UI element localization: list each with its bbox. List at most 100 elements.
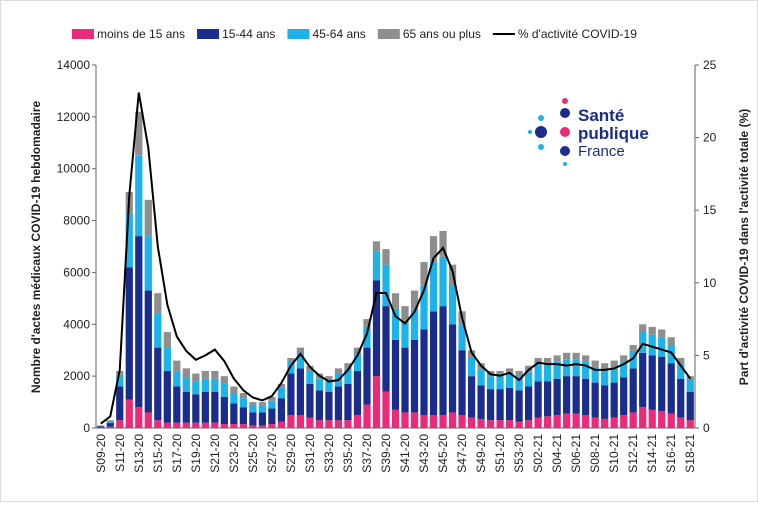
bar-segment	[468, 358, 475, 376]
x-tick-label: S31-20	[303, 434, 317, 473]
bar-segment	[192, 394, 199, 423]
bar-segment	[145, 236, 152, 290]
bar-segment	[458, 350, 465, 415]
bar-segment	[354, 415, 361, 428]
bar-segment	[496, 376, 503, 389]
bar-segment	[392, 340, 399, 410]
bar-segment	[230, 424, 237, 428]
bar-segment	[620, 415, 627, 428]
x-tick-label: S10-21	[607, 434, 621, 473]
x-tick-label: S09-20	[94, 434, 108, 473]
bar-segment	[592, 418, 599, 428]
bar-segment	[563, 376, 570, 414]
bar-segment	[173, 361, 180, 371]
bar-segment	[230, 387, 237, 393]
x-tick-label: S27-20	[265, 434, 279, 473]
bar-segment	[687, 380, 694, 392]
bar-segment	[639, 324, 646, 332]
legend-label: moins de 15 ans	[97, 27, 185, 41]
bar-segment	[477, 385, 484, 419]
bar-segment	[344, 384, 351, 420]
bar-segment	[306, 384, 313, 418]
bar-segment	[268, 401, 275, 409]
bar-segment	[544, 381, 551, 416]
bar-segment	[592, 383, 599, 418]
y-tick-label: 12000	[57, 110, 91, 124]
bar-segment	[544, 364, 551, 381]
bar-segment	[335, 387, 342, 421]
bar-segment	[325, 392, 332, 421]
x-tick-label: S02-21	[531, 434, 545, 473]
bar-segment	[506, 420, 513, 428]
x-tick-label: S16-21	[664, 434, 678, 473]
y-tick-label: 10000	[57, 162, 91, 176]
y-tick-label: 14000	[57, 58, 91, 72]
bar-segment	[573, 353, 580, 359]
bar-segment	[573, 414, 580, 428]
bar-segment	[154, 348, 161, 421]
x-tick-label: S12-21	[626, 434, 640, 473]
bar-segment	[230, 393, 237, 403]
bar-segment	[268, 424, 275, 428]
bar-segment	[401, 412, 408, 428]
bar-segment	[658, 337, 665, 356]
bar-segment	[649, 355, 656, 409]
bar-segment	[335, 420, 342, 428]
bar-segment	[373, 376, 380, 428]
bar-segment	[592, 361, 599, 367]
bar-segment	[363, 405, 370, 428]
bar-segment	[420, 415, 427, 428]
bar-segment	[611, 383, 618, 418]
bar-segment	[211, 371, 218, 379]
x-tick-label: S06-21	[569, 434, 583, 473]
bar-segment	[116, 420, 123, 428]
bar-segment	[211, 392, 218, 423]
bar-segment	[259, 406, 266, 412]
bar-segment	[649, 327, 656, 335]
bar-segment	[164, 423, 171, 428]
bar-segment	[677, 379, 684, 418]
bar-segment	[164, 371, 171, 423]
bar-segment	[240, 393, 247, 398]
legend-label: 15-44 ans	[222, 27, 275, 41]
bar-segment	[173, 423, 180, 428]
bar-segment	[363, 348, 370, 405]
bar-segment	[173, 387, 180, 423]
bar-segment	[506, 388, 513, 420]
bar-segment	[582, 415, 589, 428]
y2-tick-label: 0	[703, 421, 710, 435]
bar-segment	[135, 236, 142, 407]
bar-segment	[126, 267, 133, 399]
legend-label: 45-64 ans	[312, 27, 365, 41]
bar-segment	[240, 398, 247, 407]
bar-segment	[620, 377, 627, 415]
bar-segment	[192, 423, 199, 428]
y-tick-label: 8000	[63, 214, 90, 228]
y2-axis-title: Part d'activité COVID-19 dans l'activité…	[737, 109, 751, 385]
y2-tick-label: 15	[703, 203, 717, 217]
bar-segment	[392, 309, 399, 340]
legend-swatch	[378, 29, 400, 39]
bar-segment	[316, 390, 323, 420]
bar-segment	[573, 376, 580, 414]
bar-segment	[515, 422, 522, 428]
bar-segment	[135, 407, 142, 428]
bar-segment	[230, 403, 237, 424]
bar-segment	[221, 384, 228, 397]
x-tick-label: S21-20	[208, 434, 222, 473]
x-tick-label: S25-20	[246, 434, 260, 473]
bar-segment	[306, 371, 313, 384]
legend-swatch	[197, 29, 219, 39]
legend-label: % d'activité COVID-19	[518, 27, 637, 41]
x-tick-label: S04-21	[550, 434, 564, 473]
x-tick-label: S47-20	[455, 434, 469, 473]
bar-segment	[325, 420, 332, 428]
bar-segment	[515, 371, 522, 376]
bar-segment	[658, 329, 665, 337]
bar-segment	[477, 370, 484, 386]
bar-segment	[183, 368, 190, 377]
x-tick-label: S08-21	[588, 434, 602, 473]
bar-segment	[316, 420, 323, 428]
bar-segment	[620, 355, 627, 361]
